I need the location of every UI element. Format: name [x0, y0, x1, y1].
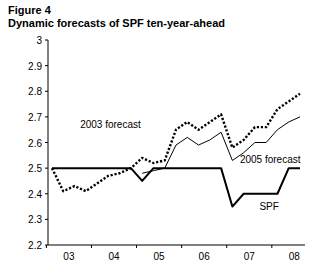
x-tick: [181, 245, 182, 248]
y-tick: [45, 193, 48, 194]
x-tick-label: 03: [63, 251, 75, 262]
series-label: 2005 forecast: [240, 154, 301, 165]
chart: Figure 4Dynamic forecasts of SPF ten-yea…: [0, 0, 316, 274]
x-tick: [91, 245, 92, 248]
x-tick: [136, 245, 137, 248]
series-line: [142, 117, 300, 173]
y-tick-label: 2.6: [28, 138, 42, 149]
y-tick: [45, 116, 48, 117]
y-tick: [45, 142, 48, 143]
x-tick-label: 07: [244, 251, 256, 262]
y-tick-label: 2.2: [28, 240, 42, 251]
x-tick: [46, 245, 47, 248]
y-tick-label: 2.4: [28, 189, 42, 200]
x-tick: [226, 245, 227, 248]
x-tick-label: 08: [289, 251, 301, 262]
subtitle: Dynamic forecasts of SPF ten-year-ahead: [8, 17, 225, 29]
x-tick-label: 06: [199, 251, 211, 262]
y-tick: [45, 219, 48, 220]
x-tick-label: 05: [154, 251, 166, 262]
y-tick-label: 2.5: [28, 163, 42, 174]
plot-area: [52, 94, 300, 207]
y-tick: [45, 65, 48, 66]
series-label: SPF: [259, 201, 278, 212]
series-line: [52, 94, 300, 191]
x-axis: [48, 245, 305, 246]
series-label: 2003 forecast: [80, 119, 141, 130]
y-tick: [45, 91, 48, 92]
x-tick: [271, 245, 272, 248]
y-tick-label: 2.8: [28, 86, 42, 97]
y-tick-label: 3: [36, 35, 42, 46]
x-tick-label: 04: [108, 251, 120, 262]
chart-root: Figure 4Dynamic forecasts of SPF ten-yea…: [0, 0, 316, 274]
y-tick-label: 2.7: [28, 112, 42, 123]
y-tick-label: 2.9: [28, 61, 42, 72]
y-tick: [45, 40, 48, 41]
y-tick: [45, 168, 48, 169]
title: Figure 4: [8, 4, 52, 16]
y-tick-label: 2.3: [28, 214, 42, 225]
